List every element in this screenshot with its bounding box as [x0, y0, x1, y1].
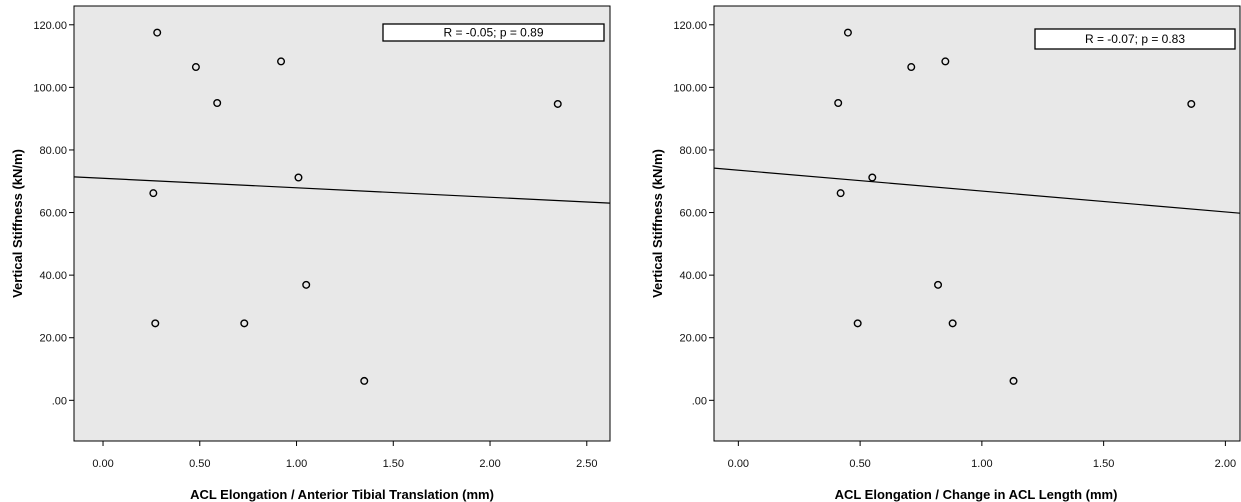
data-point [153, 28, 162, 37]
stats-annotation: R = -0.07; p = 0.83 [1085, 32, 1185, 46]
data-point [843, 28, 852, 37]
data-point [191, 63, 200, 72]
data-point [553, 99, 562, 108]
data-point [1187, 99, 1196, 108]
data-point [836, 189, 845, 198]
plot-area [73, 5, 611, 442]
y-tick-label: 60.00 [679, 208, 707, 220]
y-tick-label: 40.00 [679, 270, 707, 282]
data-point [934, 280, 943, 289]
stats-annotation: R = -0.05; p = 0.89 [443, 26, 543, 40]
data-point [240, 319, 249, 328]
stats-box [382, 23, 605, 42]
data-point [360, 376, 369, 385]
x-tick-label: 0.00 [92, 458, 113, 470]
y-tick-label: 80.00 [679, 145, 707, 157]
y-tick-label: 80.00 [39, 145, 67, 157]
data-point [294, 173, 303, 182]
data-point [907, 63, 916, 72]
data-point [834, 99, 843, 108]
data-point [151, 319, 160, 328]
data-point [213, 99, 222, 108]
y-tick-label: 60.00 [39, 208, 67, 220]
data-point [1009, 376, 1018, 385]
x-tick-label: 0.00 [728, 458, 749, 470]
data-point [853, 319, 862, 328]
x-tick-label: 1.50 [383, 458, 404, 470]
y-tick-label: 20.00 [679, 333, 707, 345]
data-point [302, 280, 311, 289]
y-tick-label: 120.00 [673, 20, 707, 32]
plot-area [713, 5, 1241, 442]
x-axis-title: ACL Elongation / Change in ACL Length (m… [835, 487, 1118, 502]
x-tick-label: 2.50 [576, 458, 597, 470]
data-point [948, 319, 957, 328]
y-tick-label: .00 [52, 395, 67, 407]
fit-line [713, 167, 1241, 214]
data-point [149, 189, 158, 198]
y-tick-label: 100.00 [673, 82, 707, 94]
fit-line [73, 176, 611, 204]
stats-box [1034, 28, 1236, 50]
scatter-chart-right: .00 20.00 40.00 60.00 80.00 100.00 120.00 0.00 0… [650, 5, 1241, 502]
x-tick-label: 1.50 [1093, 458, 1114, 470]
x-tick-label: 0.50 [189, 458, 210, 470]
data-point [277, 57, 286, 66]
x-tick-label: 1.00 [286, 458, 307, 470]
y-axis-title: Vertical Stiffness (kN/m) [10, 149, 25, 298]
x-tick-label: 2.00 [479, 458, 500, 470]
y-tick-label: .00 [692, 395, 707, 407]
y-tick-label: 120.00 [33, 20, 67, 32]
data-point [941, 57, 950, 66]
data-point [868, 173, 877, 182]
x-tick-label: 0.50 [849, 458, 870, 470]
y-tick-label: 20.00 [39, 333, 67, 345]
y-axis-title: Vertical Stiffness (kN/m) [650, 149, 665, 298]
scatter-chart-left: .00 20.00 40.00 60.00 80.00 100.00 120.00 0.00 0… [10, 5, 611, 502]
y-tick-label: 40.00 [39, 270, 67, 282]
y-tick-label: 100.00 [33, 82, 67, 94]
x-axis-title: ACL Elongation / Anterior Tibial Transla… [190, 487, 494, 502]
x-tick-label: 2.00 [1215, 458, 1236, 470]
x-tick-label: 1.00 [971, 458, 992, 470]
